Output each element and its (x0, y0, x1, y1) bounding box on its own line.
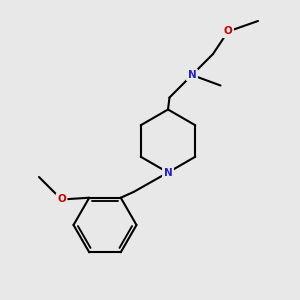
Text: O: O (224, 26, 232, 37)
Text: N: N (164, 167, 172, 178)
Text: O: O (57, 194, 66, 205)
Text: N: N (188, 70, 196, 80)
